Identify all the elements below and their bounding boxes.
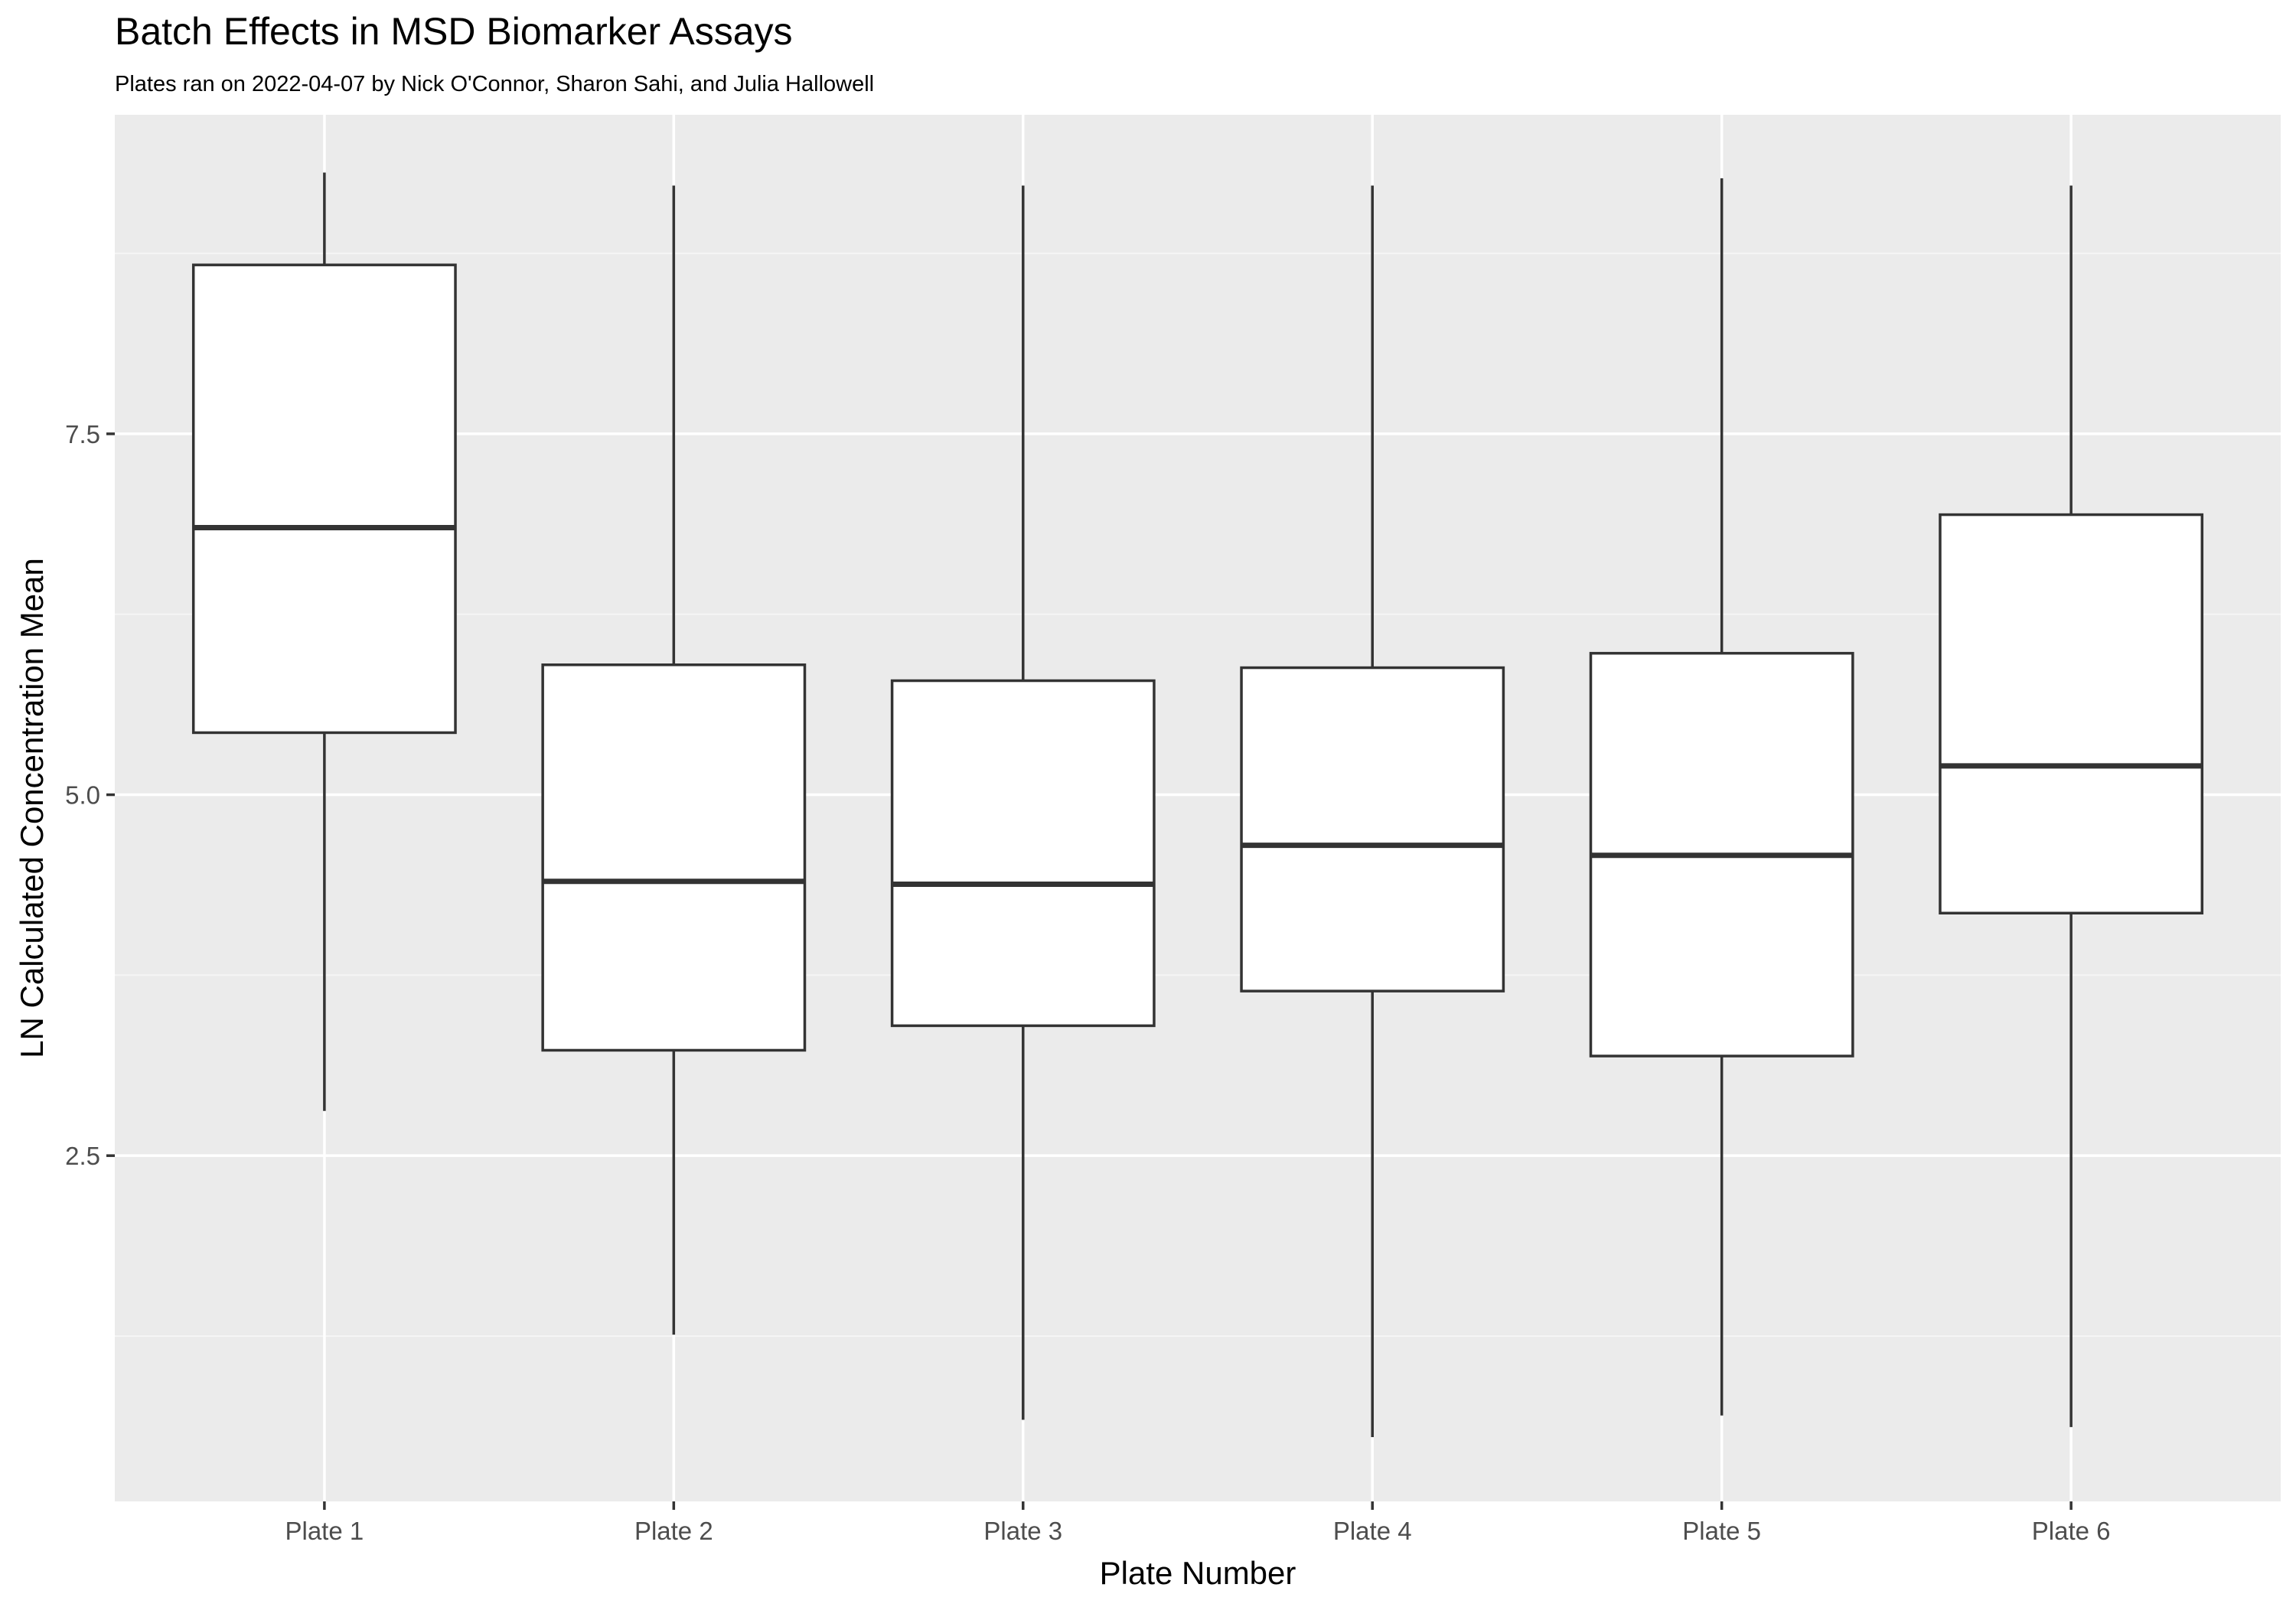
x-axis: Plate 1 Plate 2 Plate 3 Plate 4 Plate 5 Plate… xyxy=(285,1501,2111,1545)
x-tick-label: Plate 6 xyxy=(2032,1517,2111,1545)
y-axis-title: LN Calculated Concentration Mean xyxy=(14,558,50,1058)
y-tick-label: 5.0 xyxy=(65,781,100,810)
box-2 xyxy=(541,185,807,1335)
y-axis: 2.5 5.0 7.5 xyxy=(65,420,115,1170)
box-6 xyxy=(1939,185,2204,1427)
y-tick-label: 2.5 xyxy=(65,1142,100,1170)
box-body xyxy=(191,263,457,735)
boxes xyxy=(191,172,2204,1438)
box-1 xyxy=(191,172,457,1111)
grid-minor xyxy=(115,253,2281,1337)
box-body xyxy=(1240,666,1505,993)
box-4 xyxy=(1240,185,1505,1438)
x-axis-title: Plate Number xyxy=(1100,1555,1296,1591)
box-3 xyxy=(890,185,1156,1420)
plot-panel xyxy=(115,115,2281,1501)
x-tick-label: Plate 5 xyxy=(1682,1517,1761,1545)
box-5 xyxy=(1589,178,1854,1416)
chart-title: Batch Effects in MSD Biomarker Assays xyxy=(115,10,793,53)
y-tick-label: 7.5 xyxy=(65,420,100,448)
x-tick-label: Plate 4 xyxy=(1333,1517,1412,1545)
x-tick-label: Plate 2 xyxy=(634,1517,713,1545)
chart-subtitle: Plates ran on 2022-04-07 by Nick O'Conno… xyxy=(115,72,875,96)
box-body xyxy=(541,663,807,1052)
box-body xyxy=(890,679,1156,1028)
box-body xyxy=(1939,513,2204,914)
x-tick-label: Plate 1 xyxy=(285,1517,364,1545)
x-tick-label: Plate 3 xyxy=(983,1517,1062,1545)
